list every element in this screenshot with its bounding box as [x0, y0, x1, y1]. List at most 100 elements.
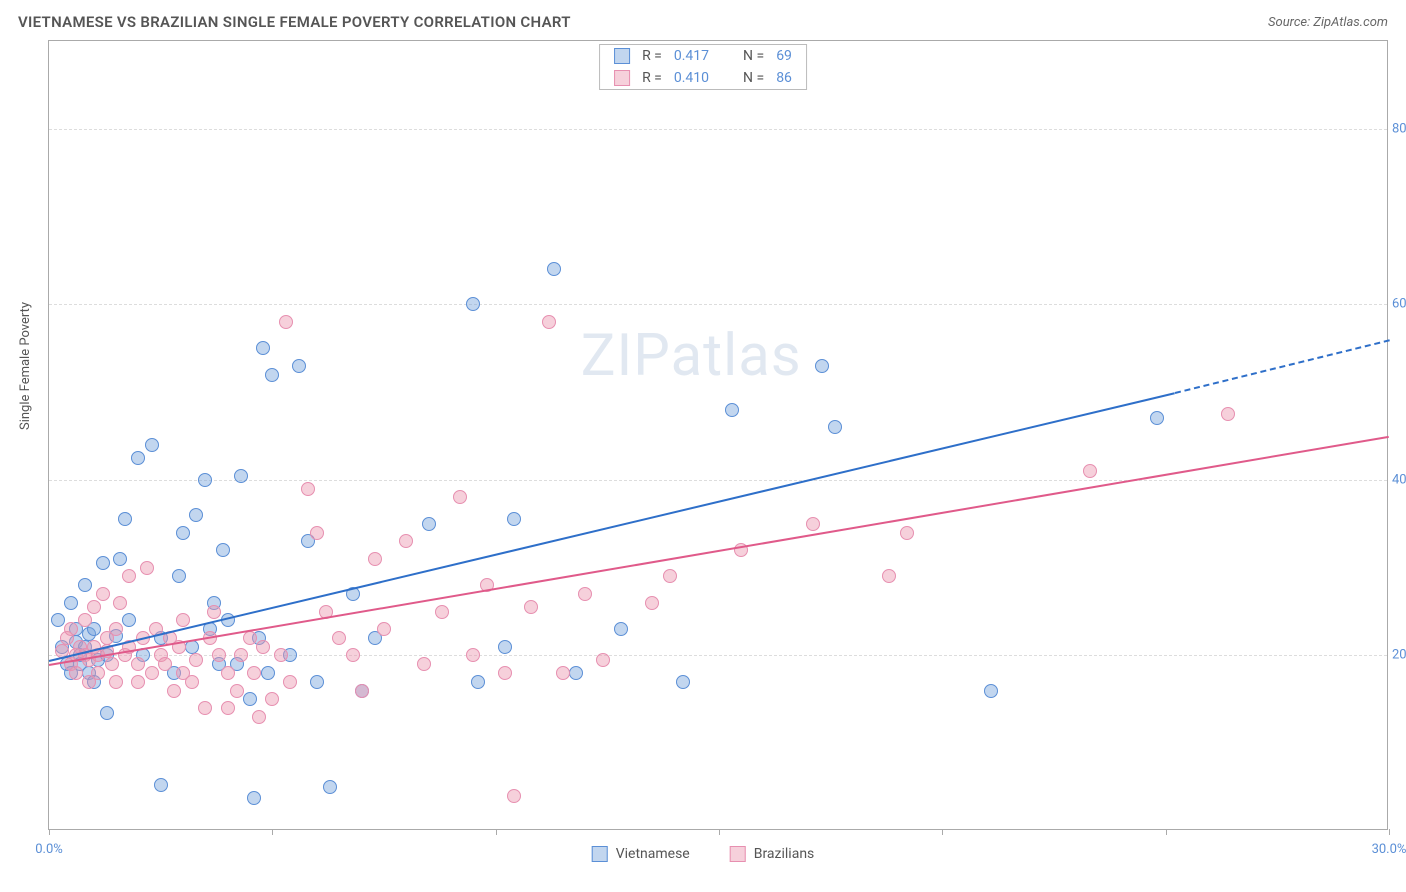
data-point[interactable]: [547, 262, 561, 276]
data-point[interactable]: [578, 587, 592, 601]
data-point[interactable]: [51, 613, 65, 627]
data-point[interactable]: [131, 657, 145, 671]
legend-item-vietnamese[interactable]: Vietnamese: [592, 846, 690, 862]
data-point[interactable]: [252, 710, 266, 724]
data-point[interactable]: [507, 512, 521, 526]
data-point[interactable]: [189, 508, 203, 522]
data-point[interactable]: [87, 600, 101, 614]
data-point[interactable]: [230, 684, 244, 698]
data-point[interactable]: [507, 789, 521, 803]
data-point[interactable]: [234, 469, 248, 483]
data-point[interactable]: [417, 657, 431, 671]
data-point[interactable]: [283, 675, 297, 689]
data-point[interactable]: [131, 451, 145, 465]
data-point[interactable]: [900, 526, 914, 540]
data-point[interactable]: [185, 675, 199, 689]
data-point[interactable]: [274, 648, 288, 662]
data-point[interactable]: [198, 701, 212, 715]
data-point[interactable]: [310, 675, 324, 689]
data-point[interactable]: [172, 569, 186, 583]
data-point[interactable]: [118, 512, 132, 526]
data-point[interactable]: [212, 648, 226, 662]
data-point[interactable]: [234, 648, 248, 662]
data-point[interactable]: [100, 706, 114, 720]
data-point[interactable]: [158, 657, 172, 671]
data-point[interactable]: [453, 490, 467, 504]
data-point[interactable]: [265, 368, 279, 382]
data-point[interactable]: [113, 596, 127, 610]
data-point[interactable]: [243, 692, 257, 706]
data-point[interactable]: [131, 675, 145, 689]
data-point[interactable]: [78, 613, 92, 627]
data-point[interactable]: [145, 438, 159, 452]
legend-item-brazilians[interactable]: Brazilians: [730, 846, 815, 862]
data-point[interactable]: [466, 648, 480, 662]
data-point[interactable]: [377, 622, 391, 636]
data-point[interactable]: [323, 780, 337, 794]
data-point[interactable]: [645, 596, 659, 610]
data-point[interactable]: [498, 666, 512, 680]
data-point[interactable]: [198, 473, 212, 487]
data-point[interactable]: [882, 569, 896, 583]
data-point[interactable]: [828, 420, 842, 434]
data-point[interactable]: [301, 482, 315, 496]
data-point[interactable]: [498, 640, 512, 654]
data-point[interactable]: [569, 666, 583, 680]
data-point[interactable]: [91, 666, 105, 680]
data-point[interactable]: [176, 613, 190, 627]
data-point[interactable]: [332, 631, 346, 645]
data-point[interactable]: [154, 778, 168, 792]
data-point[interactable]: [725, 403, 739, 417]
data-point[interactable]: [355, 684, 369, 698]
data-point[interactable]: [310, 526, 324, 540]
data-point[interactable]: [984, 684, 998, 698]
data-point[interactable]: [216, 543, 230, 557]
data-point[interactable]: [265, 692, 279, 706]
data-point[interactable]: [806, 517, 820, 531]
data-point[interactable]: [122, 613, 136, 627]
data-point[interactable]: [96, 556, 110, 570]
data-point[interactable]: [221, 701, 235, 715]
data-point[interactable]: [1221, 407, 1235, 421]
data-point[interactable]: [422, 517, 436, 531]
data-point[interactable]: [596, 653, 610, 667]
data-point[interactable]: [466, 297, 480, 311]
data-point[interactable]: [207, 605, 221, 619]
data-point[interactable]: [247, 791, 261, 805]
data-point[interactable]: [556, 666, 570, 680]
data-point[interactable]: [368, 552, 382, 566]
data-point[interactable]: [524, 600, 538, 614]
data-point[interactable]: [113, 552, 127, 566]
data-point[interactable]: [815, 359, 829, 373]
data-point[interactable]: [64, 622, 78, 636]
data-point[interactable]: [140, 561, 154, 575]
data-point[interactable]: [542, 315, 556, 329]
data-point[interactable]: [109, 622, 123, 636]
data-point[interactable]: [399, 534, 413, 548]
data-point[interactable]: [69, 666, 83, 680]
data-point[interactable]: [261, 666, 275, 680]
data-point[interactable]: [292, 359, 306, 373]
data-point[interactable]: [167, 684, 181, 698]
data-point[interactable]: [189, 653, 203, 667]
data-point[interactable]: [109, 675, 123, 689]
data-point[interactable]: [1083, 464, 1097, 478]
data-point[interactable]: [122, 569, 136, 583]
data-point[interactable]: [663, 569, 677, 583]
data-point[interactable]: [247, 666, 261, 680]
data-point[interactable]: [676, 675, 690, 689]
data-point[interactable]: [64, 596, 78, 610]
data-point[interactable]: [435, 605, 449, 619]
data-point[interactable]: [614, 622, 628, 636]
data-point[interactable]: [221, 666, 235, 680]
data-point[interactable]: [96, 587, 110, 601]
data-point[interactable]: [145, 666, 159, 680]
data-point[interactable]: [471, 675, 485, 689]
data-point[interactable]: [78, 578, 92, 592]
data-point[interactable]: [346, 648, 360, 662]
data-point[interactable]: [105, 657, 119, 671]
data-point[interactable]: [256, 341, 270, 355]
data-point[interactable]: [1150, 411, 1164, 425]
data-point[interactable]: [243, 631, 257, 645]
data-point[interactable]: [176, 526, 190, 540]
